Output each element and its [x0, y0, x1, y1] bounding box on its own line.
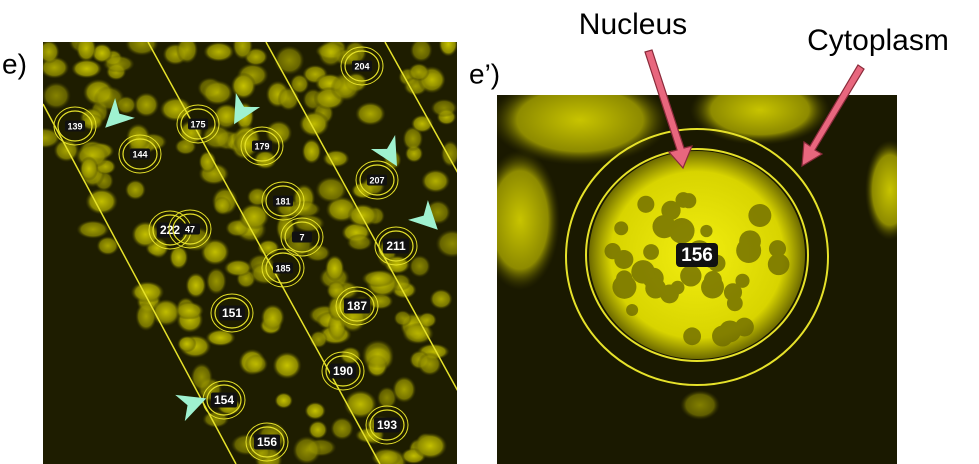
nucleus-blob: [347, 234, 373, 251]
nucleus-blob: [362, 339, 395, 368]
nucleus-blob: [232, 32, 253, 60]
cell-label: 193: [377, 418, 397, 432]
nucleus-blob: [429, 289, 452, 310]
chromatin-spot: [643, 244, 659, 260]
nucleus-blob: [261, 304, 285, 331]
cell-label: 211: [386, 239, 406, 253]
nucleus-blob: [125, 179, 146, 200]
nucleus-blob: [116, 96, 137, 115]
chromatin-spot: [769, 240, 786, 257]
nucleus-blob: [435, 229, 469, 258]
nucleus-blob: [253, 150, 277, 169]
chromatin-spot: [680, 265, 701, 286]
chromatin-spot: [671, 281, 685, 295]
nucleus-blob: [418, 312, 437, 328]
panel-label: e’): [469, 58, 500, 89]
nucleus-blob: [325, 255, 345, 282]
nucleus-blob: [160, 97, 193, 122]
annotation: Cytoplasm: [807, 24, 949, 57]
chromatin-spot: [681, 193, 696, 208]
cell-label: 190: [333, 364, 353, 378]
nucleus-blob: [344, 390, 377, 419]
nucleus-blob: [274, 392, 292, 408]
nucleus-blob: [278, 87, 300, 111]
figure: 1391441751792042071812224772111851871511…: [0, 0, 979, 464]
nucleus-blob: [347, 204, 378, 228]
nucleus-blob: [71, 59, 102, 78]
nucleus-blob: [231, 73, 256, 100]
nucleus-blob: [274, 45, 305, 75]
cell-label: 175: [190, 119, 205, 129]
cell-label: 187: [347, 299, 367, 313]
nucleus-blob: [430, 99, 457, 118]
nucleus-blob: [177, 336, 196, 353]
nucleus-blob: [292, 436, 321, 464]
nucleus-blob: [203, 42, 234, 62]
nucleus-blob: [175, 138, 197, 155]
nucleus-blob: [392, 376, 416, 403]
chromatin-spot: [661, 201, 680, 220]
nucleus-blob: [134, 92, 160, 117]
annotation: Nucleus: [579, 8, 687, 41]
nucleus-blob: [213, 196, 231, 215]
chromatin-spot: [626, 304, 638, 316]
nucleus-blob: [408, 63, 430, 81]
cell-label: 181: [275, 196, 290, 206]
cell-label: 179: [254, 141, 269, 151]
nucleus-blob: [41, 82, 71, 110]
nucleus-blob: [76, 220, 109, 239]
chromatin-spot: [683, 327, 701, 345]
nucleus-blob: [176, 36, 198, 64]
nucleus-blob: [299, 111, 330, 137]
cell-label: 139: [67, 121, 82, 131]
nucleus-blob: [224, 259, 253, 276]
cell-label: 47: [185, 224, 195, 234]
chromatin-spot: [735, 274, 749, 288]
cell-label: 154: [214, 393, 234, 407]
nucleus-blob: [272, 352, 301, 380]
cell-label: 204: [354, 61, 369, 71]
nucleus-blob: [304, 402, 325, 420]
nucleus-blob: [206, 267, 227, 295]
cell-label: 151: [222, 306, 242, 320]
nucleus-blob: [413, 433, 447, 459]
nucleus-blob: [247, 187, 268, 206]
chromatin-spot: [712, 326, 733, 347]
chromatin-spot: [614, 250, 633, 269]
chromatin-spot: [748, 204, 771, 227]
nucleus-blob: [330, 417, 354, 440]
nucleus-blob: [103, 55, 135, 73]
nucleus-blob: [441, 140, 460, 167]
nucleus-blob: [245, 354, 269, 374]
chromatin-spot: [735, 318, 754, 337]
nucleus-blob: [76, 35, 97, 62]
cell-label: 7: [299, 232, 304, 242]
cell-label: 207: [369, 175, 384, 185]
nucleus-blob: [185, 272, 206, 298]
chromatin-spot: [704, 271, 722, 289]
panel-label: e): [2, 48, 27, 79]
nucleus-blob: [355, 102, 386, 126]
nucleus-blob: [38, 40, 60, 64]
chromatin-spot: [736, 238, 761, 263]
cell-label: 156: [257, 435, 277, 449]
chromatin-spot: [700, 225, 712, 237]
nucleus-blob: [439, 32, 459, 57]
nucleus-blob: [421, 169, 450, 193]
chromatin-spot: [637, 196, 654, 213]
chromatin-spot: [645, 278, 666, 299]
nucleus-blob: [302, 138, 322, 164]
nucleus-blob: [28, 127, 61, 148]
nucleus-blob: [410, 38, 433, 63]
nucleus-blob: [201, 80, 233, 105]
chromatin-spot: [612, 275, 636, 299]
chromatin-spot: [614, 221, 628, 235]
cell-label: 185: [275, 263, 290, 273]
cell-label: 156: [681, 245, 713, 266]
nucleus-blob: [152, 299, 180, 324]
nucleus-blob: [394, 310, 412, 326]
nucleus-blob: [318, 40, 344, 67]
cell-label: 144: [132, 149, 147, 159]
nucleus-blob: [191, 363, 213, 392]
